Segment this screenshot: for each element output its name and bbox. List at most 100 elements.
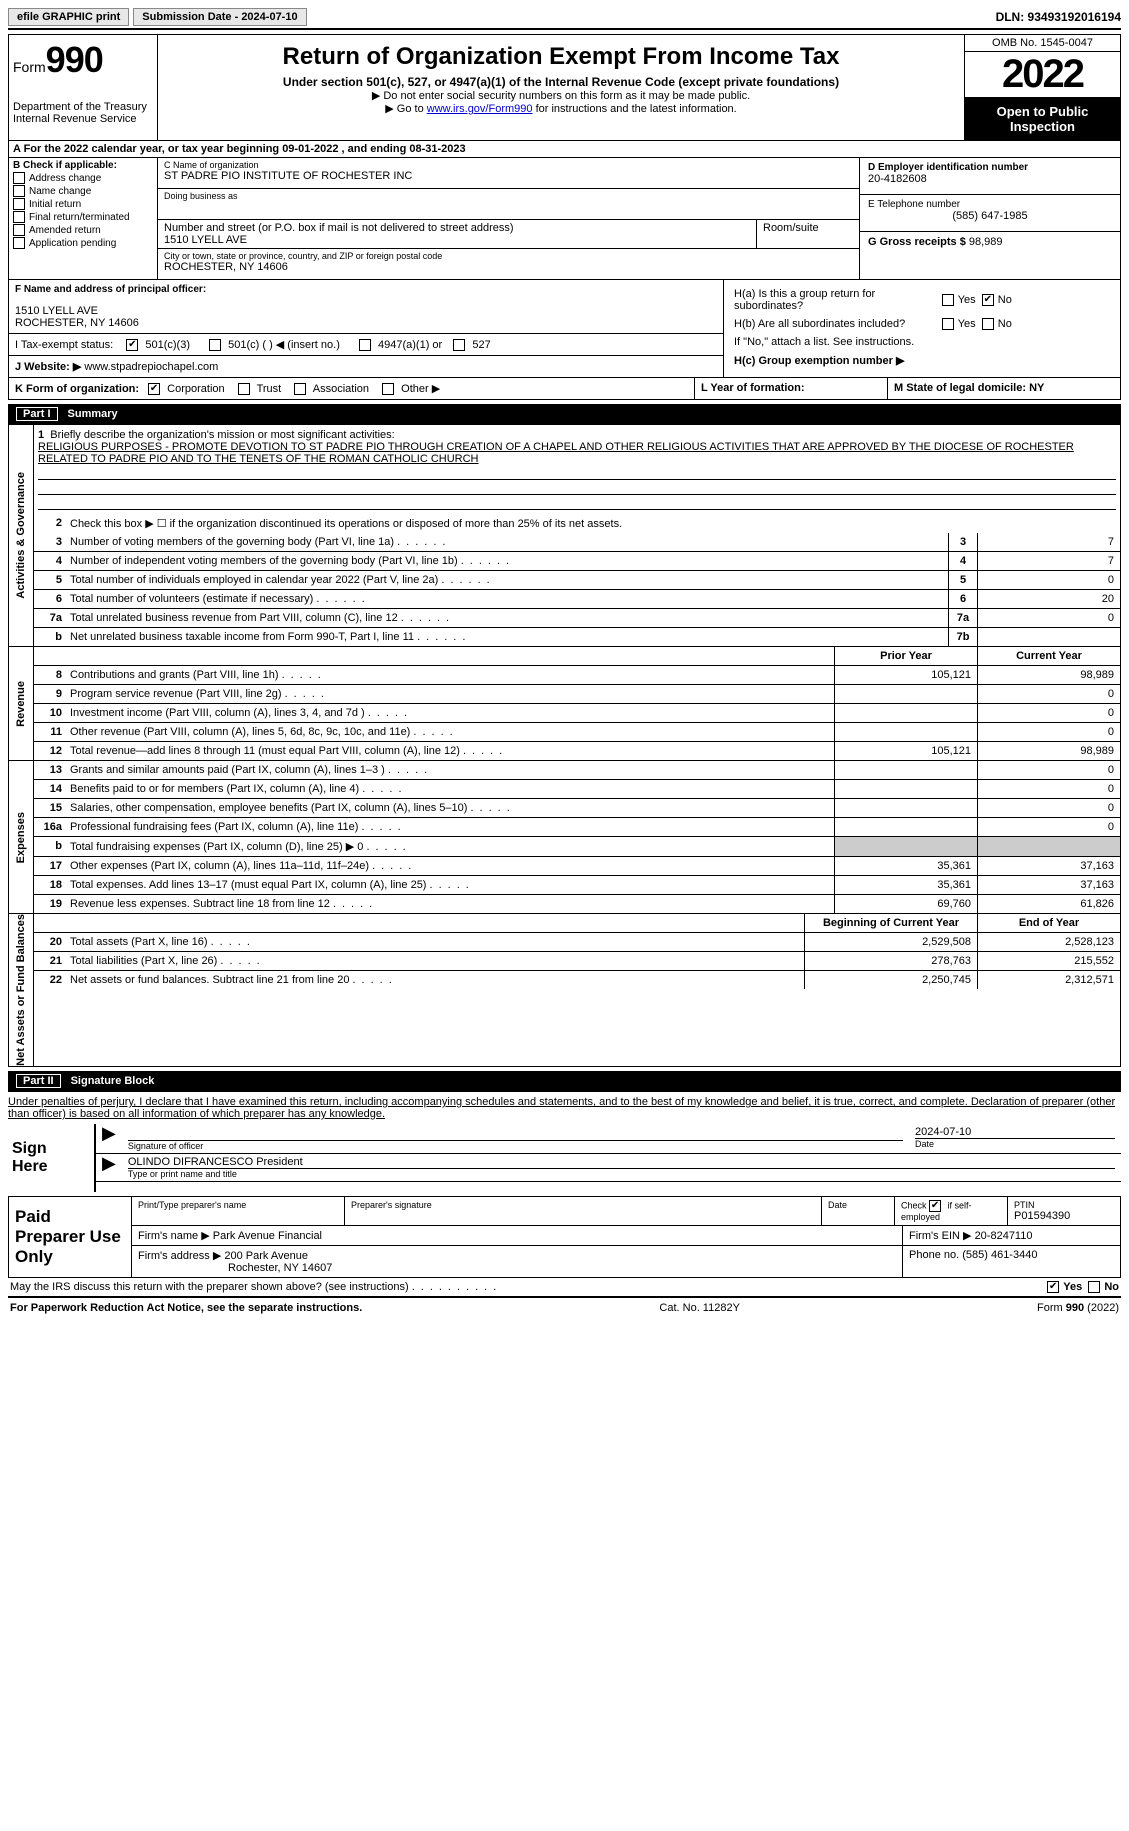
- discuss-yes-checkbox[interactable]: [1047, 1281, 1059, 1293]
- initial-return-checkbox[interactable]: [13, 198, 25, 210]
- line-text: Total fundraising expenses (Part IX, col…: [66, 837, 834, 856]
- dept-label: Department of the Treasury Internal Reve…: [13, 101, 153, 125]
- current-year-value: 37,163: [977, 857, 1120, 875]
- line-text: Grants and similar amounts paid (Part IX…: [66, 761, 834, 779]
- 501c-checkbox[interactable]: [209, 339, 221, 351]
- line-num: 4: [34, 552, 66, 570]
- form-title: Return of Organization Exempt From Incom…: [162, 43, 960, 71]
- line-num: 19: [34, 895, 66, 913]
- line-num: 8: [34, 666, 66, 684]
- firm-name: Park Avenue Financial: [213, 1230, 322, 1242]
- line-num: 6: [34, 590, 66, 608]
- corp-checkbox[interactable]: [148, 383, 160, 395]
- current-year-value: 215,552: [977, 952, 1120, 970]
- line-text: Number of independent voting members of …: [66, 552, 948, 570]
- app-pending-checkbox[interactable]: [13, 237, 25, 249]
- prior-year-value: 2,250,745: [804, 971, 977, 989]
- line-text: Number of voting members of the governin…: [66, 533, 948, 551]
- line-box-num: 3: [948, 533, 977, 551]
- amended-return-checkbox[interactable]: [13, 224, 25, 236]
- self-employed-checkbox[interactable]: [929, 1200, 941, 1212]
- prior-year-value: [834, 685, 977, 703]
- part2-title: Signature Block: [71, 1075, 155, 1087]
- irs-link[interactable]: www.irs.gov/Form990: [427, 103, 533, 115]
- eoy-header: End of Year: [977, 914, 1120, 932]
- sidebar-activities: Activities & Governance: [15, 472, 27, 599]
- current-year-value: [977, 837, 1120, 856]
- gross-receipts-value: 98,989: [969, 236, 1003, 248]
- line-num: 20: [34, 933, 66, 951]
- form-subtitle: Under section 501(c), 527, or 4947(a)(1)…: [162, 75, 960, 89]
- 4947-checkbox[interactable]: [359, 339, 371, 351]
- current-year-value: 98,989: [977, 742, 1120, 760]
- current-year-value: 61,826: [977, 895, 1120, 913]
- hb-yes-checkbox[interactable]: [942, 318, 954, 330]
- form-number: 990: [46, 39, 103, 80]
- omb-number: OMB No. 1545-0047: [965, 35, 1120, 52]
- line-num: 3: [34, 533, 66, 551]
- submission-date-button[interactable]: Submission Date - 2024-07-10: [133, 8, 306, 26]
- part1-number: Part I: [16, 407, 58, 421]
- line-text: Total liabilities (Part X, line 26) ....…: [66, 952, 804, 970]
- name-change-checkbox[interactable]: [13, 185, 25, 197]
- hb-no-checkbox[interactable]: [982, 318, 994, 330]
- current-year-value: 0: [977, 818, 1120, 836]
- current-year-value: 2,312,571: [977, 971, 1120, 989]
- exempt-status-label: I Tax-exempt status:: [15, 339, 113, 351]
- state-domicile: M State of legal domicile: NY: [894, 382, 1044, 394]
- officer-addr1: 1510 LYELL AVE: [15, 305, 717, 317]
- line-num: 17: [34, 857, 66, 875]
- line-text: Revenue less expenses. Subtract line 18 …: [66, 895, 834, 913]
- line-text: Investment income (Part VIII, column (A)…: [66, 704, 834, 722]
- line-num: 10: [34, 704, 66, 722]
- org-name: ST PADRE PIO INSTITUTE OF ROCHESTER INC: [164, 170, 853, 182]
- trust-checkbox[interactable]: [238, 383, 250, 395]
- line-value: 20: [977, 590, 1120, 608]
- line-num: 2: [34, 514, 66, 533]
- sidebar-expenses: Expenses: [15, 812, 27, 863]
- line-num: 7a: [34, 609, 66, 627]
- city-value: ROCHESTER, NY 14606: [164, 261, 853, 273]
- other-checkbox[interactable]: [382, 383, 394, 395]
- discuss-no-checkbox[interactable]: [1088, 1281, 1100, 1293]
- assoc-checkbox[interactable]: [294, 383, 306, 395]
- firm-ein: 20-8247110: [975, 1230, 1033, 1242]
- prior-year-value: [834, 761, 977, 779]
- 501c-label: 501(c) ( ) ◀ (insert no.): [228, 339, 340, 351]
- prior-year-value: [834, 780, 977, 798]
- line-num: 9: [34, 685, 66, 703]
- sidebar-net: Net Assets or Fund Balances: [15, 914, 27, 1066]
- gross-receipts-label: G Gross receipts $: [868, 236, 966, 248]
- 501c3-checkbox[interactable]: [126, 339, 138, 351]
- sig-date-label: Date: [915, 1138, 1115, 1149]
- 527-checkbox[interactable]: [453, 339, 465, 351]
- app-pending-label: Application pending: [29, 238, 116, 249]
- website-value: www.stpadrepiochapel.com: [84, 361, 218, 373]
- firm-addr2: Rochester, NY 14607: [228, 1262, 332, 1274]
- ein-value: 20-4182608: [868, 173, 1112, 185]
- line-num: 16a: [34, 818, 66, 836]
- arrow-icon: ▶: [96, 1154, 122, 1181]
- address-change-checkbox[interactable]: [13, 172, 25, 184]
- efile-print-button[interactable]: efile GRAPHIC print: [8, 8, 129, 26]
- prior-year-value: [834, 799, 977, 817]
- officer-name-label: Type or print name and title: [128, 1168, 1115, 1179]
- line-value: 7: [977, 552, 1120, 570]
- line-text: Benefits paid to or for members (Part IX…: [66, 780, 834, 798]
- line-value: 0: [977, 571, 1120, 589]
- form-footer: Form 990 (2022): [1037, 1302, 1119, 1314]
- arrow-icon: ▶: [96, 1124, 122, 1153]
- line-text: Salaries, other compensation, employee b…: [66, 799, 834, 817]
- line-text: Total number of volunteers (estimate if …: [66, 590, 948, 608]
- ha-no-checkbox[interactable]: [982, 294, 994, 306]
- telephone-label: E Telephone number: [868, 199, 1112, 210]
- prior-year-value: [834, 723, 977, 741]
- ha-yes-checkbox[interactable]: [942, 294, 954, 306]
- line-num: 14: [34, 780, 66, 798]
- final-return-checkbox[interactable]: [13, 211, 25, 223]
- boy-header: Beginning of Current Year: [804, 914, 977, 932]
- current-year-value: 0: [977, 761, 1120, 779]
- line-text: Net assets or fund balances. Subtract li…: [66, 971, 804, 989]
- current-year-value: 0: [977, 685, 1120, 703]
- penalty-statement: Under penalties of perjury, I declare th…: [8, 1096, 1121, 1120]
